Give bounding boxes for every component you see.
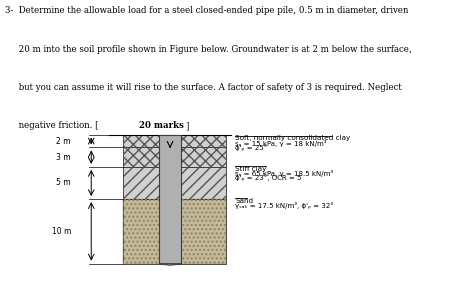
Text: Sand: Sand	[235, 198, 254, 204]
Text: Stiff clay: Stiff clay	[235, 166, 267, 171]
Bar	[123, 199, 227, 264]
Text: ϕ'ₚ = 23°, OCR = 5: ϕ'ₚ = 23°, OCR = 5	[235, 174, 302, 181]
Bar	[123, 167, 227, 199]
Bar	[123, 167, 227, 199]
Text: ]: ]	[185, 121, 189, 130]
Text: but you can assume it will rise to the surface. A factor of safety of 3 is requi: but you can assume it will rise to the s…	[5, 83, 401, 92]
Text: 20 m into the soil profile shown in Figure below. Groundwater is at 2 m below th: 20 m into the soil profile shown in Figu…	[5, 44, 411, 53]
Text: 5 m: 5 m	[56, 179, 71, 188]
Text: 10 m: 10 m	[52, 227, 71, 236]
Text: γₛₐₖ = 17.5 kN/m³, ϕ'ₚ = 32°: γₛₐₖ = 17.5 kN/m³, ϕ'ₚ = 32°	[235, 202, 334, 209]
Text: negative friction. [20 marks]: negative friction. [20 marks]	[0, 282, 1, 283]
Polygon shape	[159, 264, 181, 265]
Text: 2 m: 2 m	[56, 136, 71, 145]
Bar	[123, 199, 227, 264]
Text: sₐ = 65 kPa, γ = 18.5 kN/m³: sₐ = 65 kPa, γ = 18.5 kN/m³	[235, 170, 334, 177]
Text: ϕ'ₚ = 25°: ϕ'ₚ = 25°	[235, 145, 267, 151]
Text: sₐ = 15 kPa, γ = 18 kN/m³: sₐ = 15 kPa, γ = 18 kN/m³	[235, 140, 327, 147]
Text: 20 marks: 20 marks	[139, 121, 184, 130]
Text: 3-  Determine the allowable load for a steel closed-ended pipe pile, 0.5 m in di: 3- Determine the allowable load for a st…	[5, 7, 408, 15]
Bar	[123, 135, 227, 147]
Text: 3 m: 3 m	[56, 153, 71, 162]
Text: Soft, normally consolidated clay: Soft, normally consolidated clay	[235, 135, 351, 142]
Bar	[123, 147, 227, 167]
Bar	[159, 135, 181, 264]
Text: negative friction. [: negative friction. [	[5, 121, 98, 130]
Bar	[123, 147, 227, 167]
Bar	[123, 135, 227, 147]
